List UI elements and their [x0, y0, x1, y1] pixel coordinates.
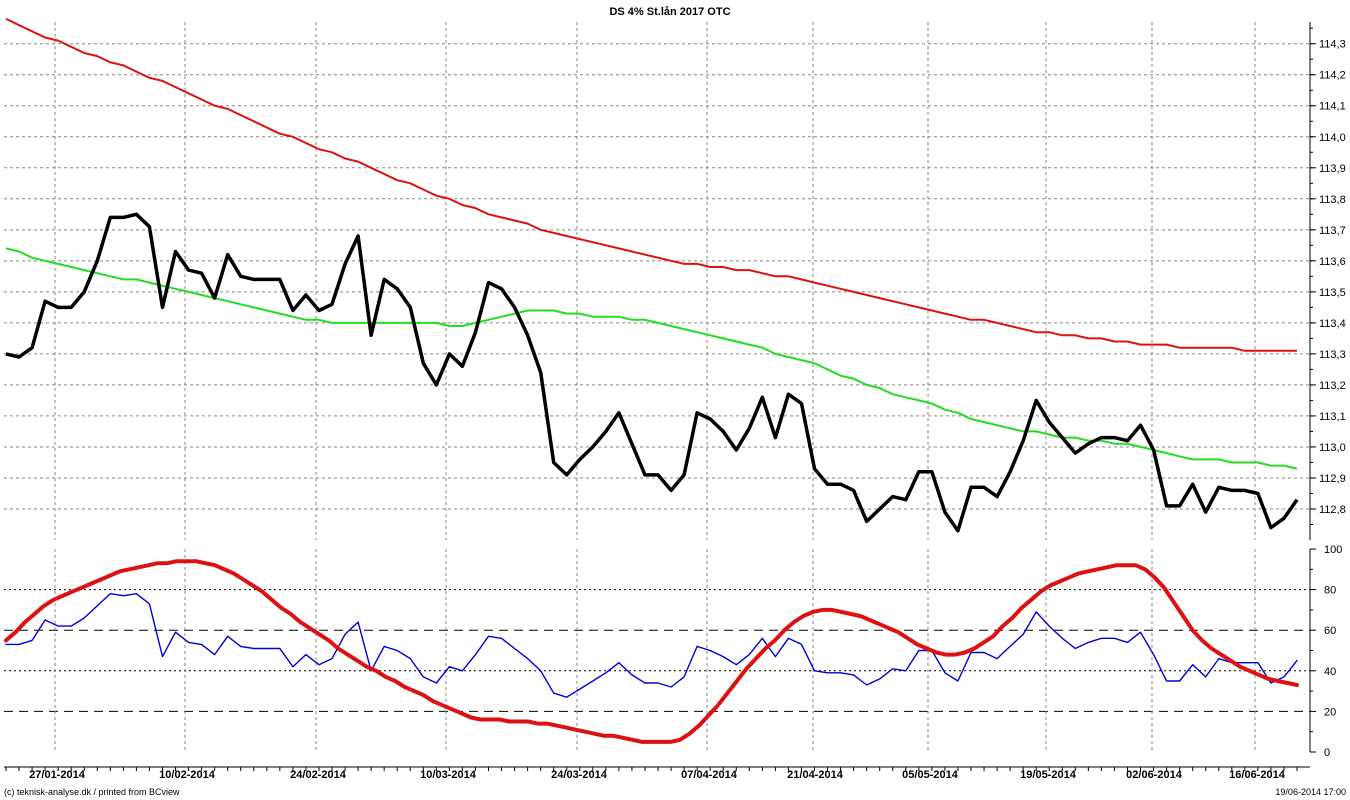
- moving-average-green-line: [5, 247, 1298, 470]
- price-tick-label: 113,5: [1319, 287, 1346, 299]
- moving-average-red-line: [5, 17, 1297, 352]
- oscillator-panel: 0 20 40 60 80 100: [4, 544, 1342, 759]
- date-label: 19/05-2014: [1020, 769, 1077, 781]
- price-tick-label: 113,4: [1319, 318, 1346, 330]
- price-tick-label: 113,1: [1319, 411, 1346, 423]
- oscillator-tick-label: 20: [1324, 706, 1336, 718]
- price-tick-label: 113,3: [1319, 349, 1346, 361]
- price-tick-label: 112,9: [1319, 473, 1346, 485]
- oscillator-fast-line: [5, 593, 1298, 698]
- price-tick-label: 114,2: [1319, 70, 1346, 82]
- footer-credit: (c) teknisk-analyse.dk / printed from BC…: [4, 787, 180, 797]
- oscillator-tick-label: 100: [1324, 544, 1342, 556]
- footer-timestamp: 19/06-2014 17:00: [1275, 787, 1346, 797]
- price-tick-label: 113,2: [1319, 380, 1346, 392]
- date-label: 02/06-2014: [1126, 769, 1183, 781]
- price-tick-label: 113,6: [1319, 256, 1346, 268]
- chart-title: DS 4% St.lån 2017 OTC: [609, 6, 730, 18]
- date-axis: 27/01-2014 10/02-2014 24/02-2014 10/03-2014…: [4, 766, 1310, 781]
- date-label: 10/02-2014: [159, 769, 216, 781]
- price-tick-label: 113,0: [1319, 442, 1346, 454]
- date-label: 16/06-2014: [1229, 769, 1286, 781]
- price-tick-label: 112,8: [1319, 504, 1346, 516]
- price-line: [5, 212, 1299, 533]
- price-tick-label: 113,8: [1319, 194, 1346, 206]
- price-tick-label: 113,9: [1319, 163, 1346, 175]
- oscillator-tick-label: 60: [1324, 625, 1336, 637]
- date-label: 05/05-2014: [902, 769, 959, 781]
- price-tick-label: 114,0: [1319, 132, 1346, 144]
- oscillator-slow-line: [4, 559, 1299, 744]
- price-panel: 112,8 112,9 113,0 113,1 113,2 113,3 113,4 113,5…: [4, 17, 1346, 540]
- date-label: 10/03-2014: [420, 769, 477, 781]
- date-label: 21/04-2014: [787, 769, 844, 781]
- oscillator-tick-label: 0: [1324, 747, 1330, 759]
- price-tick-label: 114,1: [1319, 101, 1346, 113]
- date-label: 27/01-2014: [29, 769, 86, 781]
- date-label: 24/03-2014: [551, 769, 608, 781]
- price-tick-label: 113,7: [1319, 225, 1346, 237]
- date-label: 24/02-2014: [290, 769, 347, 781]
- oscillator-tick-label: 80: [1324, 585, 1336, 597]
- oscillator-tick-label: 40: [1324, 666, 1336, 678]
- date-label: 07/04-2014: [681, 769, 738, 781]
- price-tick-label: 114,3: [1319, 39, 1346, 51]
